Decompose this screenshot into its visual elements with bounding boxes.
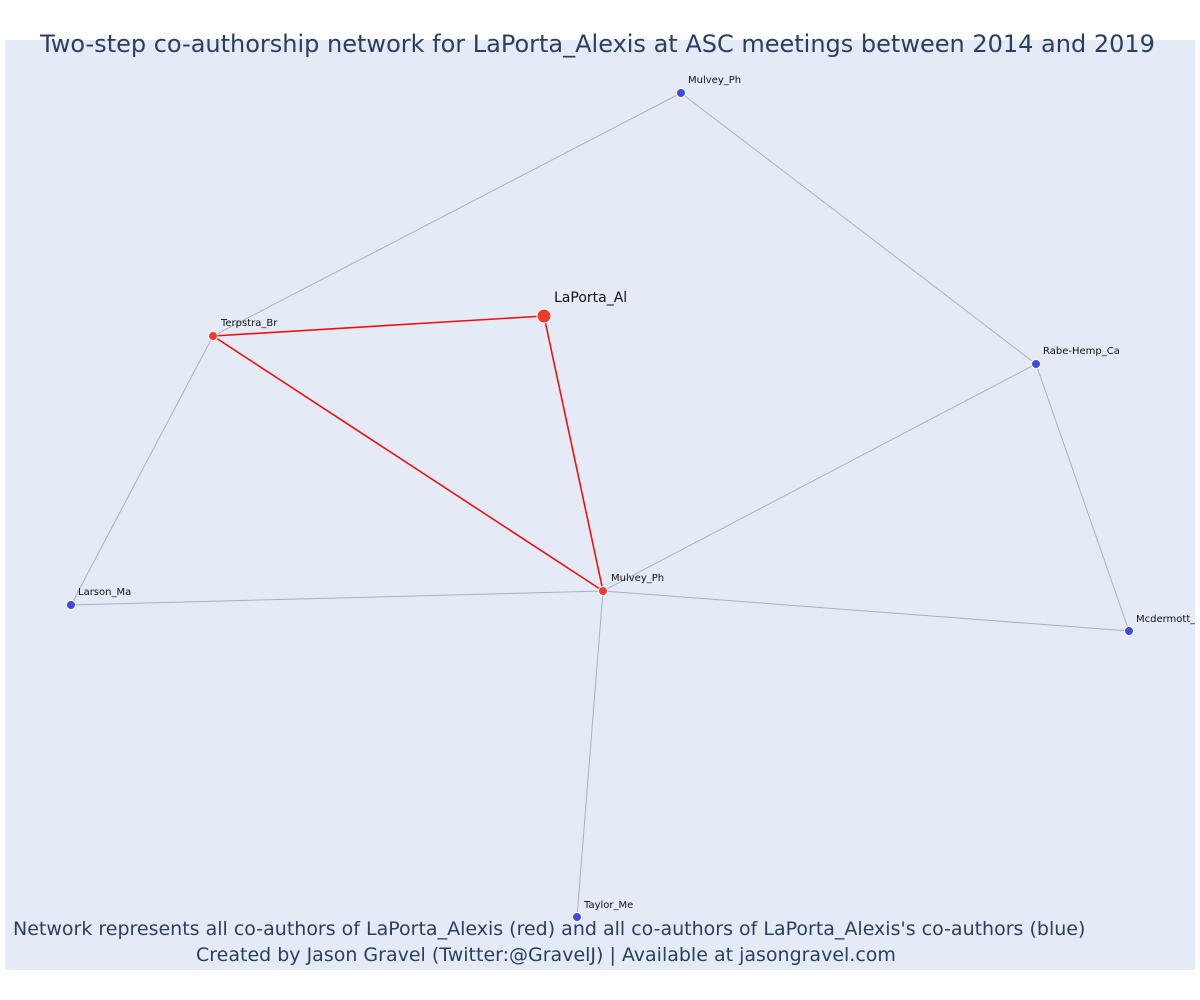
node-mulvey_center[interactable]	[598, 586, 608, 596]
edge-rabe-mcdermott	[1035, 363, 1130, 632]
node-label-laporta: LaPorta_Al	[554, 290, 627, 306]
node-mulvey_top[interactable]	[676, 88, 686, 98]
plot-area	[5, 40, 1195, 970]
chart-title: Two-step co-authorship network for LaPor…	[40, 30, 1155, 58]
footnote-description: Network represents all co-authors of LaP…	[13, 918, 1086, 940]
edge-terpstra-mulvey_top	[212, 92, 682, 337]
node-label-mulvey_center: Mulvey_Ph	[611, 573, 664, 584]
edge-mulvey_center-larson	[70, 590, 604, 606]
node-terpstra[interactable]	[208, 331, 218, 341]
edge-laporta-terpstra	[212, 315, 545, 337]
node-label-rabe: Rabe-Hemp_Ca	[1043, 346, 1120, 357]
node-label-terpstra: Terpstra_Br	[220, 318, 278, 329]
node-laporta[interactable]	[536, 308, 552, 324]
edge-terpstra-larson	[70, 335, 214, 606]
node-rabe[interactable]	[1031, 359, 1041, 369]
footnote-credit: Created by Jason Gravel (Twitter:@Gravel…	[196, 944, 896, 966]
nodes-layer: LaPorta_Al Terpstra_Br Mulvey_Ph Mulvey_Ph R…	[66, 75, 1200, 922]
edge-mulvey_top-rabe	[680, 92, 1037, 365]
edge-terpstra-mulvey_center	[212, 335, 604, 592]
edge-laporta-mulvey_center	[543, 315, 604, 592]
node-mcdermott[interactable]	[1124, 626, 1134, 636]
edges-layer	[70, 92, 1130, 918]
edge-rabe-mulvey_center	[602, 363, 1037, 592]
edge-mulvey_center-taylor	[576, 590, 604, 918]
node-label-taylor: Taylor_Me	[583, 900, 633, 911]
node-taylor[interactable]	[572, 912, 582, 922]
node-larson[interactable]	[66, 600, 76, 610]
edge-mulvey_center-mcdermott	[602, 590, 1130, 632]
node-label-mulvey_top: Mulvey_Ph	[688, 75, 741, 86]
node-label-larson: Larson_Ma	[78, 587, 131, 598]
node-label-mcdermott: Mcdermott_C	[1136, 614, 1200, 625]
